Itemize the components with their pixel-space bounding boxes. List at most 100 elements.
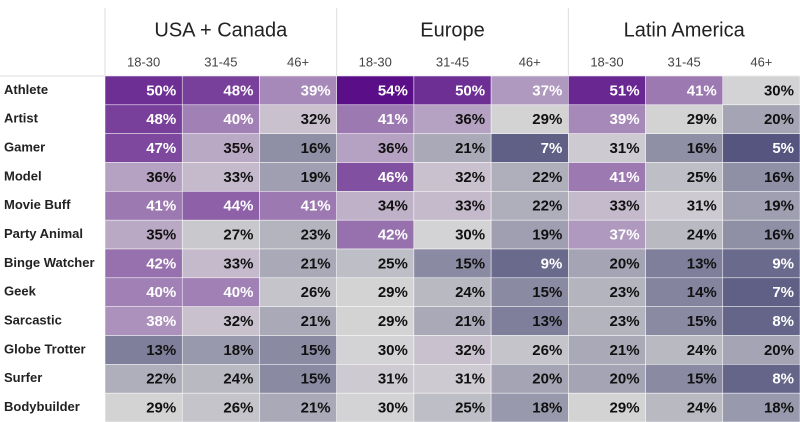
cell-label: 48%: [223, 82, 253, 99]
cell-label: 40%: [146, 284, 176, 301]
cell-label: 30%: [764, 82, 794, 99]
heat-cell: [645, 392, 724, 422]
cell-label: 26%: [532, 342, 562, 359]
cell-label: 31%: [378, 371, 408, 388]
cell-label: 46%: [378, 169, 408, 186]
heat-cell: [568, 364, 646, 394]
heat-cell: [722, 277, 800, 307]
cell-label: 41%: [301, 198, 331, 215]
cell-label: 30%: [378, 342, 408, 359]
heat-cell: [413, 392, 492, 422]
heat-cell: [413, 162, 492, 192]
heat-cell: [490, 133, 569, 163]
heat-cell: [104, 75, 183, 106]
heat-cell: [413, 75, 492, 106]
heat-cell: [645, 248, 724, 279]
cell-label: 19%: [764, 198, 794, 215]
cell-label: 30%: [378, 400, 408, 417]
heat-cell: [568, 104, 646, 134]
cell-label: 42%: [378, 227, 408, 244]
cell-label: 34%: [378, 198, 408, 215]
heat-cell: [181, 104, 260, 134]
heat-cell: [336, 248, 415, 279]
cell-label: 7%: [541, 140, 563, 157]
cell-label: 48%: [146, 111, 176, 128]
cell-label: 15%: [301, 342, 331, 359]
heat-cell: [568, 277, 646, 307]
cell-label: 25%: [455, 400, 485, 417]
heat-cell: [181, 392, 260, 422]
heat-cell: [104, 191, 183, 221]
cell-label: 7%: [772, 284, 794, 301]
cell-label: 22%: [532, 198, 562, 215]
cell-label: 16%: [687, 140, 717, 157]
heat-cell: [490, 392, 569, 422]
cell-label: 31%: [687, 198, 717, 215]
heat-cell: [336, 75, 415, 106]
column-label: 18-30: [127, 54, 160, 69]
heat-cell: [104, 335, 183, 365]
cell-label: 39%: [301, 82, 331, 99]
heat-cell: [645, 364, 724, 394]
cell-label: 25%: [378, 255, 408, 272]
heat-cell: [568, 306, 646, 336]
cell-label: 26%: [301, 284, 331, 301]
heat-cell: [722, 75, 800, 106]
row-label: Gamer: [4, 140, 45, 155]
cell-label: 37%: [532, 82, 562, 99]
cell-label: 35%: [146, 227, 176, 244]
heat-cell: [645, 277, 724, 307]
cell-label: 41%: [146, 198, 176, 215]
cell-label: 41%: [687, 82, 717, 99]
heat-cell: [490, 364, 569, 394]
cell-label: 18%: [223, 342, 253, 359]
column-label: 46+: [287, 54, 309, 69]
heat-cell: [259, 75, 337, 106]
cell-label: 23%: [301, 227, 331, 244]
heat-cell: [490, 219, 569, 250]
cell-label: 51%: [610, 82, 640, 99]
cell-label: 5%: [772, 140, 794, 157]
heat-cell: [181, 219, 260, 250]
heat-cell: [181, 364, 260, 394]
cell-label: 19%: [301, 169, 331, 186]
heat-cell: [259, 277, 337, 307]
heat-cell: [722, 133, 800, 163]
heat-cell: [336, 191, 415, 221]
column-label: 31-45: [436, 54, 469, 69]
cell-label: 13%: [532, 313, 562, 330]
heat-cell: [568, 191, 646, 221]
cell-label: 24%: [687, 342, 717, 359]
cell-label: 32%: [223, 313, 253, 330]
cell-label: 40%: [223, 284, 253, 301]
column-label: 46+: [519, 54, 541, 69]
cell-label: 20%: [610, 371, 640, 388]
cell-label: 8%: [772, 371, 794, 388]
heat-cell: [181, 133, 260, 163]
row-label: Geek: [4, 284, 37, 299]
heat-cell: [722, 248, 800, 279]
row-label: Bodybuilder: [4, 399, 80, 414]
cell-label: 37%: [610, 227, 640, 244]
cell-label: 41%: [610, 169, 640, 186]
heat-cell: [336, 392, 415, 422]
row-label: Sarcastic: [4, 313, 62, 328]
heat-cell: [568, 133, 646, 163]
cell-label: 25%: [687, 169, 717, 186]
heat-cell: [259, 191, 337, 221]
column-label: 46+: [750, 54, 772, 69]
cell-label: 9%: [772, 255, 794, 272]
cell-label: 24%: [687, 400, 717, 417]
heat-cell: [490, 75, 569, 106]
heat-cell: [413, 364, 492, 394]
heat-cell: [722, 191, 800, 221]
heat-cell: [722, 104, 800, 134]
cell-label: 22%: [146, 371, 176, 388]
heat-cell: [568, 248, 646, 279]
column-label: 31-45: [668, 54, 701, 69]
heat-cell: [181, 277, 260, 307]
cell-label: 33%: [455, 198, 485, 215]
cell-label: 24%: [223, 371, 253, 388]
heat-cell: [336, 335, 415, 365]
row-label: Binge Watcher: [4, 255, 95, 270]
